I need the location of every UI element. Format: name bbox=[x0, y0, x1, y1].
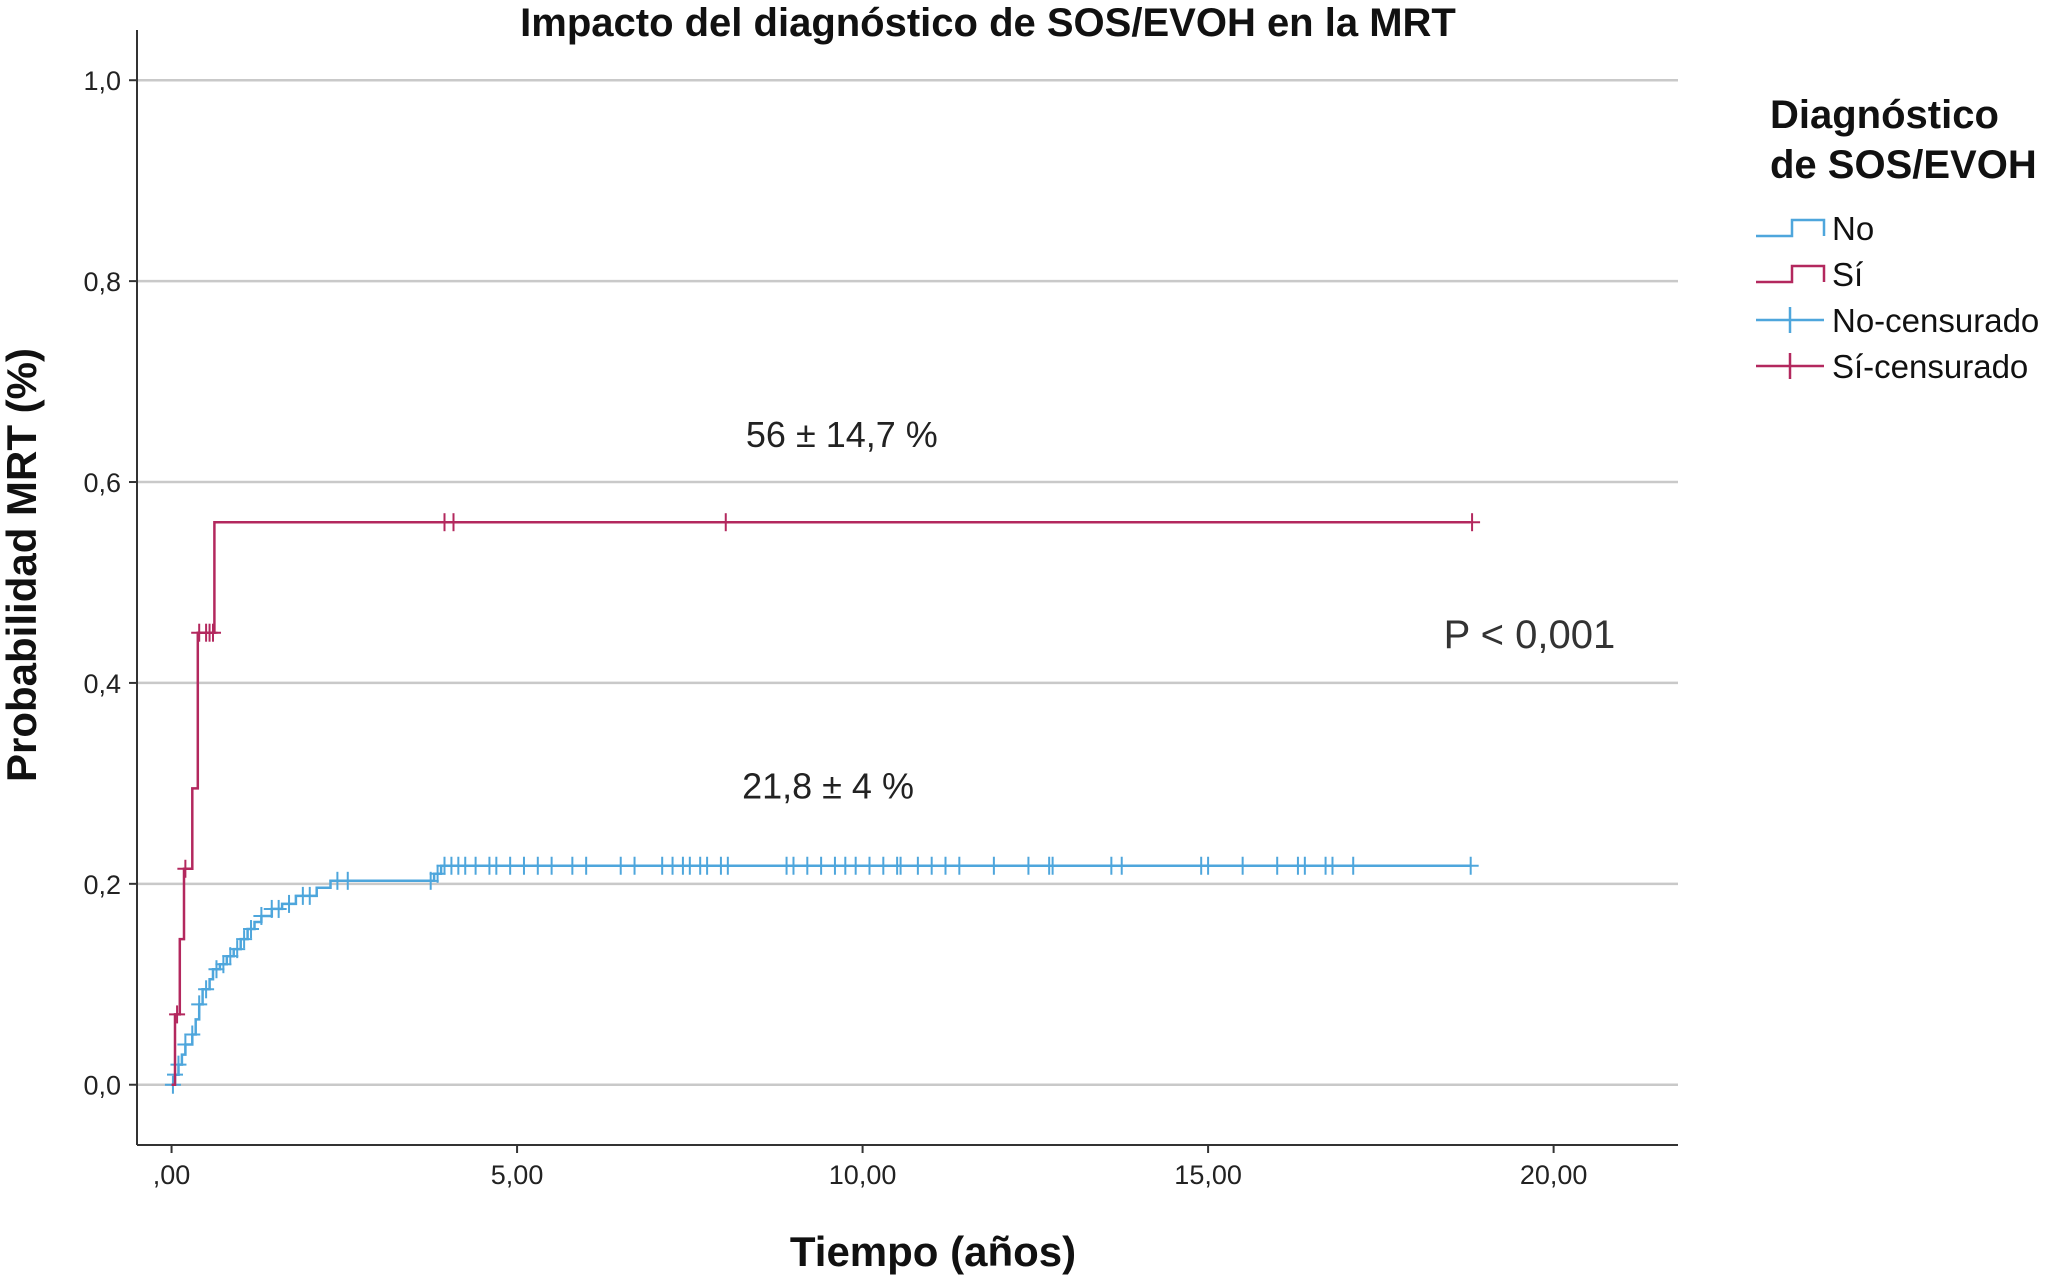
legend-label-2: No-censurado bbox=[1832, 302, 2039, 339]
legend: Diagnóstico de SOS/EVOH No Sí No-censurado… bbox=[1756, 93, 2039, 385]
legend-swatch-step-1 bbox=[1756, 264, 1826, 284]
annotations: 56 ± 14,7 % 21,8 ± 4 % P < 0,001 bbox=[742, 414, 1615, 807]
y-tick-label-1: 0,2 bbox=[83, 870, 121, 900]
y-tick-label-5: 1,0 bbox=[83, 66, 121, 96]
legend-label-1: Sí bbox=[1832, 256, 1863, 293]
legend-item-2: No-censurado bbox=[1756, 302, 2039, 339]
x-tick-label-2: 10,00 bbox=[829, 1160, 897, 1190]
y-tick-label-2: 0,4 bbox=[83, 669, 121, 699]
chart-title: Impacto del diagnóstico de SOS/EVOH en l… bbox=[520, 1, 1456, 45]
x-tick-label-4: 20,00 bbox=[1520, 1160, 1588, 1190]
legend-items: No Sí No-censurado Sí-censurado bbox=[1756, 210, 2039, 385]
annotation-2: P < 0,001 bbox=[1444, 613, 1616, 657]
y-tick-labels: 0,0 0,2 0,4 0,6 0,8 1,0 bbox=[83, 66, 137, 1101]
axes bbox=[136, 30, 1678, 1146]
legend-item-1: Sí bbox=[1756, 256, 1863, 293]
x-tick-label-1: 5,00 bbox=[491, 1160, 544, 1190]
x-tick-label-0: ,00 bbox=[153, 1160, 191, 1190]
legend-swatch-step-0 bbox=[1756, 218, 1826, 238]
legend-label-0: No bbox=[1832, 210, 1874, 247]
x-tick-labels: ,00 5,00 10,00 15,00 20,00 bbox=[153, 1145, 1588, 1190]
series-no bbox=[164, 856, 1479, 1094]
legend-item-0: No bbox=[1756, 210, 1874, 247]
annotation-0: 56 ± 14,7 % bbox=[746, 414, 938, 455]
x-tick-label-3: 15,00 bbox=[1174, 1160, 1242, 1190]
legend-title-line-1: Diagnóstico bbox=[1770, 93, 1999, 137]
y-tick-label-4: 0,8 bbox=[83, 267, 121, 297]
survival-series bbox=[164, 513, 1481, 1094]
legend-title-line-2: de SOS/EVOH bbox=[1770, 143, 2037, 187]
legend-item-3: Sí-censurado bbox=[1756, 348, 2028, 385]
y-axis-label: Probabilidad MRT (%) bbox=[0, 348, 45, 782]
step-line-0 bbox=[171, 864, 1471, 1086]
legend-label-3: Sí-censurado bbox=[1832, 348, 2028, 385]
x-axis-label: Tiempo (años) bbox=[790, 1228, 1076, 1275]
grid-lines bbox=[137, 78, 1678, 1086]
annotation-1: 21,8 ± 4 % bbox=[742, 765, 914, 806]
y-tick-label-0: 0,0 bbox=[83, 1071, 121, 1101]
series-s- bbox=[169, 513, 1481, 1086]
y-tick-label-3: 0,6 bbox=[83, 468, 121, 498]
